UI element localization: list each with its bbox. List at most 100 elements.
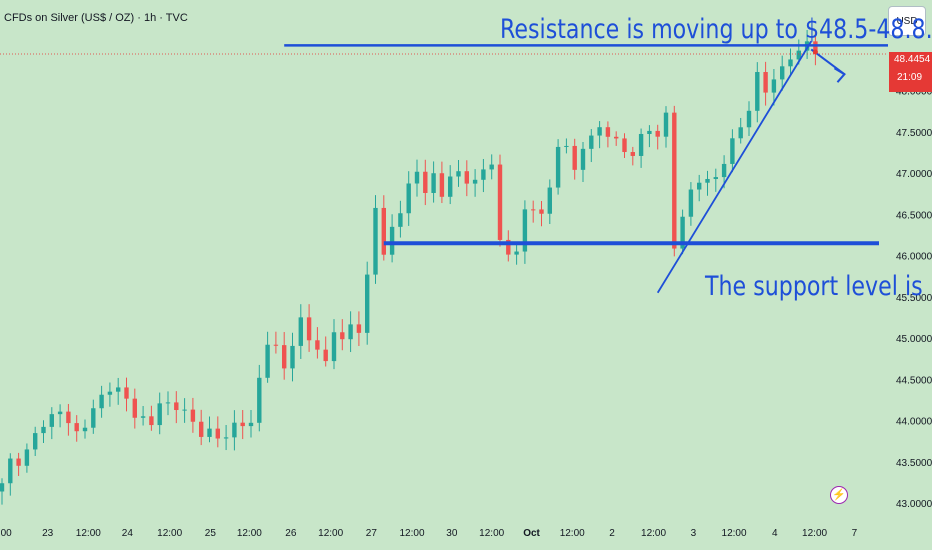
candle-body <box>721 163 727 178</box>
currency-button[interactable]: USD <box>888 6 926 36</box>
x-tick-label: 12:00 <box>400 528 425 539</box>
y-tick-label: 46.5000 <box>896 210 932 221</box>
candle-body <box>381 207 386 255</box>
candle-body <box>680 216 685 249</box>
candle-body <box>0 483 5 492</box>
candle-body <box>331 332 337 362</box>
x-tick-label: 12:00 <box>802 528 827 539</box>
y-tick-label: 47.5000 <box>896 128 932 139</box>
candle-body <box>16 458 21 466</box>
candle-body <box>290 345 295 369</box>
candle-body <box>547 187 552 214</box>
candle-body <box>456 171 461 177</box>
y-tick-label: 43.0000 <box>896 499 932 510</box>
x-tick-label: 24 <box>122 528 134 539</box>
candle-body <box>655 130 660 137</box>
candle-body <box>506 239 511 255</box>
candle-body <box>365 274 370 333</box>
chart-title: CFDs on Silver (US$ / OZ) · 1h · TVC <box>4 12 188 24</box>
candle-body <box>315 340 320 350</box>
candle-body <box>91 408 96 428</box>
x-tick-label: 23 <box>42 528 54 539</box>
candle-body <box>389 226 395 255</box>
candle-body <box>182 409 187 411</box>
trend-line <box>656 40 813 294</box>
lightning-icon[interactable]: ⚡ <box>830 486 848 504</box>
candle-body <box>464 171 469 184</box>
candle-body <box>555 146 561 188</box>
resistance-annotation: Resistance is moving up to $48.5-48.8. <box>500 14 932 45</box>
candle-body <box>348 324 353 340</box>
candle-body <box>713 177 718 179</box>
candle-body <box>240 422 245 427</box>
candle-body <box>481 169 486 180</box>
bar-countdown: 21:09 <box>897 72 923 83</box>
candle-body <box>697 182 702 190</box>
candle-body <box>572 145 577 170</box>
x-tick-label: 12:00 <box>479 528 504 539</box>
candle-body <box>232 422 237 438</box>
candle-body <box>223 437 229 439</box>
candle-body <box>340 332 345 340</box>
candle-body <box>323 349 328 362</box>
x-tick-label: 3 <box>691 528 697 539</box>
candle-body <box>771 79 777 93</box>
current-price-tag: 48.4454 21:09 <box>889 52 932 92</box>
candle-body <box>207 428 212 437</box>
current-price-value: 48.4454 <box>894 54 931 65</box>
candle-body <box>597 127 602 136</box>
y-tick-label: 44.5000 <box>896 375 932 386</box>
candle-body <box>589 135 594 149</box>
x-tick-label: 25 <box>205 528 217 539</box>
candle-body <box>531 209 536 211</box>
candle-body <box>265 344 270 378</box>
candle-body <box>215 428 220 439</box>
candle-body <box>116 387 121 392</box>
y-tick-label: 43.5000 <box>896 458 932 469</box>
y-tick-label: 47.0000 <box>896 169 932 180</box>
y-tick-label: 45.5000 <box>896 293 932 304</box>
candle-body <box>190 409 196 422</box>
candle-body <box>8 458 13 484</box>
x-tick-label: 12:00 <box>237 528 262 539</box>
candle-body <box>497 164 503 240</box>
last-bar-marker <box>812 49 818 55</box>
candle-body <box>157 403 162 426</box>
x-tick-label: 12:00 <box>722 528 747 539</box>
candle-body <box>580 148 586 170</box>
candle-body <box>107 391 113 395</box>
candle-body <box>248 422 254 427</box>
x-tick-label: 26 <box>285 528 297 539</box>
candle-body <box>439 173 445 197</box>
candle-body <box>472 179 478 184</box>
candle-body <box>282 345 287 369</box>
candle-body <box>49 414 54 427</box>
y-tick-label: 48.0000 <box>896 87 932 98</box>
candle-body <box>398 213 403 227</box>
candle-body <box>149 416 154 426</box>
forecast-arrowhead <box>833 67 846 83</box>
candle-body <box>82 427 88 432</box>
candle-body <box>24 449 30 466</box>
candle-body <box>356 324 362 333</box>
candle-body <box>738 127 743 139</box>
y-tick-label: 45.0000 <box>896 334 932 345</box>
candle-body <box>174 402 179 411</box>
y-tick-label: 46.0000 <box>896 252 932 263</box>
candle-body <box>630 152 635 156</box>
candle-body <box>33 433 38 450</box>
candle-body <box>622 138 627 153</box>
x-tick-label: Oct <box>523 528 540 539</box>
candle-body <box>414 171 420 184</box>
candle-body <box>605 127 611 137</box>
candle-body <box>746 110 752 128</box>
candle-body <box>298 317 303 346</box>
candle-body <box>614 136 619 139</box>
candle-body <box>813 41 818 54</box>
candle-body <box>306 317 312 341</box>
y-tick-label: 44.0000 <box>896 417 932 428</box>
x-tick-label: 12:00 <box>641 528 666 539</box>
x-tick-label: 12:00 <box>157 528 182 539</box>
x-tick-label: 2:00 <box>0 528 12 539</box>
